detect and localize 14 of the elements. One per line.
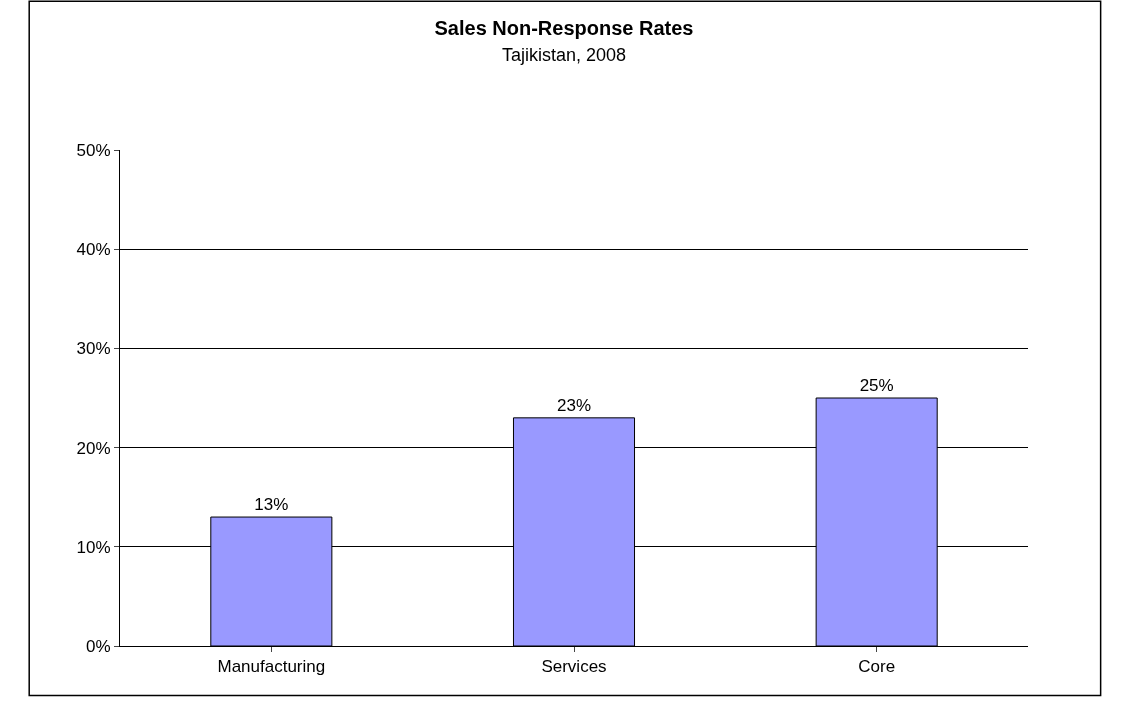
data-label: 13% [254,495,289,515]
y-tick-label: 10% [76,537,111,557]
x-tick-label: Manufacturing [217,657,326,677]
chart-subtitle: Tajikistan, 2008 [501,45,627,66]
y-tick-label: 40% [76,240,111,260]
data-label: 23% [556,395,592,415]
y-tick-label: 20% [76,438,111,458]
y-tick-label: 50% [76,140,111,160]
data-label: 25% [859,376,894,395]
x-tick-label: Core [858,657,896,677]
y-tick-label: 30% [76,339,111,359]
y-tick-label: 0% [86,636,111,656]
chart-title: Sales Non-Response Rates [434,17,694,40]
x-tick-label: Services [541,657,607,677]
